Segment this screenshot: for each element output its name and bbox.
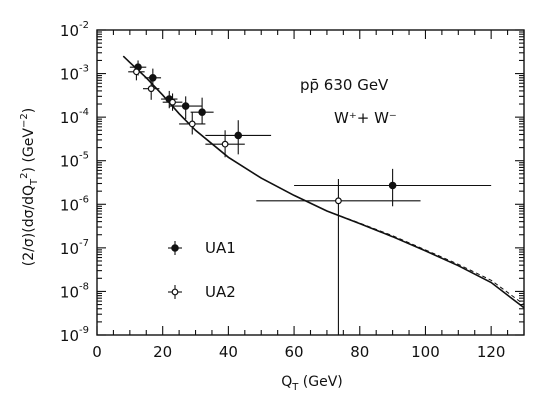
ua2-point [179,112,206,135]
y-tick-label: 10-2 [60,20,89,40]
legend-marker [171,244,179,252]
theory-curve-dashed [122,55,525,305]
ua1-marker [181,102,190,110]
y-axis-label: (2/σ)(dσ/dQT2) (GeV−2) [19,108,40,266]
x-tick-label: 100 [411,343,440,361]
y-tick-label: 10-6 [60,194,89,214]
ua1-marker [388,181,397,190]
ua1-point [169,96,203,120]
ua1-point [205,120,272,155]
ua2-marker [335,197,342,205]
y-tick-label: 10-8 [60,281,89,301]
x-tick-label: 40 [219,343,238,361]
y-tick-labels: 10-9 10-8 10-7 10-6 10-5 10-4 10-3 10-2 [60,20,89,345]
process-energy-label: pp̄ 630 GeV [300,76,389,94]
ua1-point [144,68,162,89]
ua1-marker [234,131,243,140]
ua1-point [294,168,492,207]
legend-item-ua1: UA1 [168,239,236,257]
x-tick-label: 80 [350,343,369,361]
ua2-marker [147,85,155,93]
y-tick-label: 10-5 [60,151,89,171]
legend-marker [171,288,179,296]
legend-item-ua2: UA2 [168,283,236,301]
ua2-marker [133,68,140,76]
x-tick-label: 60 [285,343,304,361]
x-axis-label: QT (GeV) [281,374,343,393]
theory-curves [122,55,525,309]
ua2-point [205,130,245,158]
ua1-point [161,90,178,109]
legend-label: UA1 [205,239,236,257]
ua1-point [190,97,214,124]
ua2-marker [169,98,176,106]
ua1-marker [198,108,206,116]
ua2-point [128,64,145,81]
x-tick-label: 20 [153,343,172,361]
x-tick-label: 120 [477,343,506,361]
x-tick-labels: 0 20 40 60 80 100 120 [92,343,505,361]
y-tick-label: 10-4 [60,107,89,127]
ua2-marker [221,140,229,148]
legend: UA1 UA2 [168,239,236,301]
y-tick-label: 10-9 [60,325,89,345]
ua2-point [162,93,183,111]
x-tick-label: 0 [92,343,102,361]
ua1-marker [149,73,157,82]
y-tick-label: 10-7 [60,238,89,258]
ua2-point [256,179,421,335]
data-points [128,60,492,335]
axis-ticks [96,29,525,336]
legend-label: UA2 [205,283,236,301]
y-tick-label: 10-3 [60,64,89,84]
process-final-state-label: W⁺+ W⁻ [334,109,397,127]
ua2-point [142,80,160,100]
ua2-marker [188,120,196,128]
